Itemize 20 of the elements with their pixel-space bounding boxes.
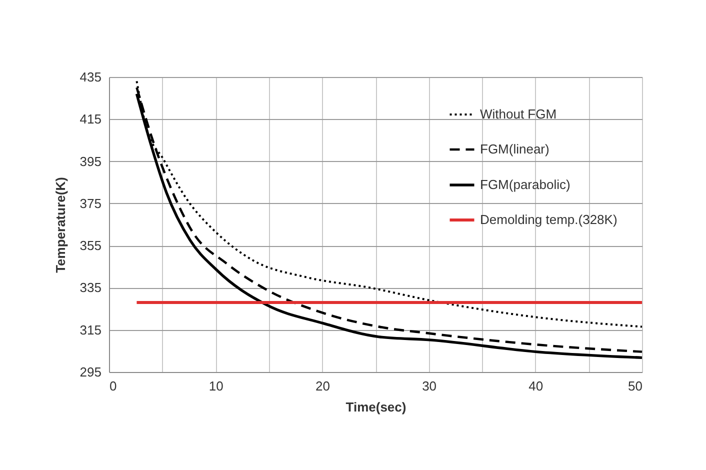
y-tick-label: 315 bbox=[80, 322, 102, 338]
legend-label: Demolding temp.(328K) bbox=[480, 212, 618, 227]
y-tick-label: 375 bbox=[80, 196, 102, 211]
legend-label: FGM(parabolic) bbox=[480, 177, 570, 192]
y-tick-label: 335 bbox=[80, 280, 102, 296]
x-tick-label: 50 bbox=[628, 378, 642, 394]
y-tick-label: 415 bbox=[80, 112, 102, 127]
x-tick-label: 40 bbox=[528, 378, 544, 394]
legend-label: FGM(linear) bbox=[480, 142, 550, 156]
x-tick-label: 20 bbox=[315, 378, 330, 394]
y-axis-title: Temperature(K) bbox=[52, 177, 68, 273]
x-tick-label: 0 bbox=[110, 378, 117, 394]
legend-label: Without FGM bbox=[480, 106, 557, 122]
y-tick-label: 295 bbox=[80, 364, 102, 380]
y-tick-label: 435 bbox=[80, 70, 102, 84]
y-tick-label: 355 bbox=[80, 238, 102, 254]
x-axis-title: Time(sec) bbox=[346, 400, 406, 414]
y-tick-label: 395 bbox=[80, 154, 102, 169]
x-tick-label: 30 bbox=[422, 378, 437, 394]
x-tick-label: 10 bbox=[208, 378, 224, 394]
